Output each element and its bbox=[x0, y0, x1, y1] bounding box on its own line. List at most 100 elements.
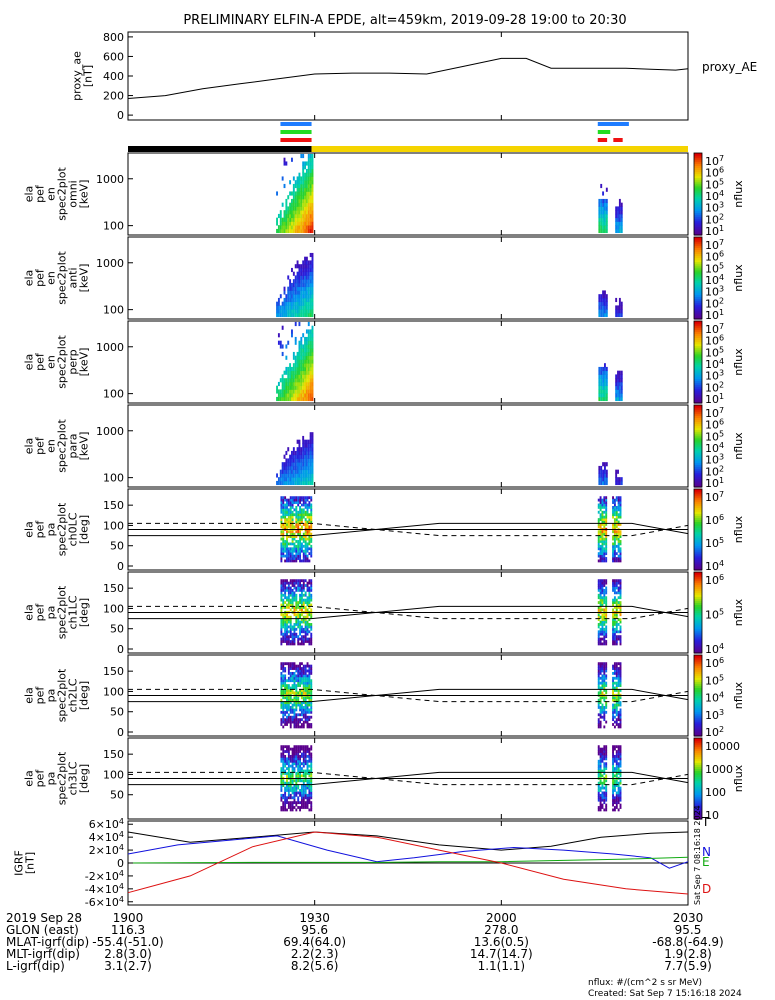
pitch-angle-pixel bbox=[306, 759, 309, 763]
pitch-angle-pixel bbox=[617, 798, 620, 802]
spectrogram-pixel bbox=[285, 297, 288, 303]
pitch-angle-pixel bbox=[612, 615, 614, 619]
pitch-angle-pixel bbox=[304, 525, 307, 529]
pitch-angle-pixel bbox=[619, 667, 622, 670]
spectrogram-pixel bbox=[298, 348, 301, 353]
pitch-angle-pixel bbox=[601, 523, 604, 526]
pitch-angle-pixel bbox=[601, 552, 604, 556]
pitch-angle-pixel bbox=[615, 508, 618, 512]
spectrogram-pixel bbox=[615, 206, 618, 211]
pitch-angle-pixel bbox=[287, 591, 290, 595]
pitch-angle-pixel bbox=[293, 747, 296, 751]
pitch-angle-pixel bbox=[605, 625, 608, 629]
pitch-angle-pixel bbox=[603, 752, 606, 756]
pitch-angle-pixel bbox=[306, 615, 309, 619]
spectrogram-pixel bbox=[285, 202, 288, 207]
pitch-angle-pixel bbox=[612, 691, 614, 695]
pitch-angle-pixel bbox=[617, 703, 620, 707]
colorbar-cell bbox=[694, 669, 702, 672]
igrf-component-line bbox=[127, 835, 689, 869]
spectrogram-y-axis-label-line: ela bbox=[23, 354, 36, 371]
spectrogram-pixel bbox=[300, 462, 303, 467]
colorbar-cell bbox=[694, 431, 702, 435]
pitch-angle-pixel bbox=[615, 498, 618, 502]
spectrogram-pixel bbox=[294, 469, 297, 474]
colorbar-cell bbox=[694, 206, 702, 209]
pitch-angle-pixel bbox=[300, 613, 303, 617]
pitch-angle-pixel bbox=[282, 710, 285, 714]
footer-row-value: 1900 bbox=[113, 911, 144, 925]
pitch-angle-pixel bbox=[280, 808, 283, 812]
pitch-angle-pixel bbox=[293, 750, 296, 753]
spectrogram-pixel bbox=[302, 348, 305, 353]
pitch-angle-pixel bbox=[599, 579, 602, 583]
pitch-angle-pixel bbox=[302, 601, 305, 604]
pitch-angle-pixel bbox=[306, 598, 309, 602]
pitch-angle-pixel bbox=[304, 667, 307, 670]
pitch-angle-pixel bbox=[293, 696, 296, 700]
colorbar-cell bbox=[694, 794, 702, 798]
pitch-angle-y-axis-label-line: ela bbox=[23, 687, 36, 704]
pitch-angle-pixel bbox=[613, 615, 616, 619]
pitch-angle-pixel bbox=[287, 581, 290, 585]
pitch-angle-y-axis-label-line: pef bbox=[34, 769, 47, 788]
pitch-angle-pixel bbox=[599, 623, 602, 626]
pitch-angle-pixel bbox=[310, 679, 313, 683]
colorbar-title-group: nflux bbox=[732, 264, 745, 292]
pitch-angle-pixel bbox=[617, 701, 620, 705]
spectrogram-pixel bbox=[283, 378, 286, 383]
pitch-angle-pixel bbox=[597, 635, 600, 639]
spectrogram-pixel bbox=[302, 264, 305, 269]
spectrogram-pixel bbox=[305, 336, 308, 342]
pitch-angle-pixel bbox=[601, 510, 604, 514]
spectrogram-pixel bbox=[298, 340, 301, 345]
spectrogram-pixel bbox=[304, 363, 306, 368]
footer-row-value: 1.1(1.1) bbox=[478, 959, 526, 973]
pitch-angle-pixel bbox=[597, 750, 600, 753]
pitch-angle-frame bbox=[127, 737, 689, 820]
pitch-angle-pixel bbox=[603, 769, 606, 773]
pitch-angle-pixel bbox=[297, 540, 300, 543]
pitch-angle-pixel bbox=[601, 613, 604, 617]
pitch-angle-pixel bbox=[295, 635, 298, 639]
pitch-angle-pixel bbox=[308, 588, 311, 592]
colorbar-cell bbox=[694, 357, 702, 361]
spectrogram-pixel bbox=[604, 228, 606, 234]
spectrogram-pixel bbox=[304, 221, 306, 226]
pitch-angle-pixel bbox=[605, 508, 608, 512]
pitch-angle-pixel bbox=[300, 706, 303, 709]
colorbar-cell bbox=[694, 153, 702, 156]
pitch-angle-pixel bbox=[599, 596, 602, 600]
spectrogram-pixel bbox=[281, 469, 284, 474]
colorbar-cell bbox=[694, 362, 702, 365]
pitch-angle-pixel bbox=[603, 601, 606, 604]
spectrogram-pixel bbox=[307, 374, 310, 379]
spectrogram-pixel bbox=[291, 206, 293, 211]
pitch-angle-pixel bbox=[291, 593, 294, 597]
pitch-angle-pixel bbox=[304, 547, 307, 551]
pitch-angle-pixel bbox=[612, 681, 614, 685]
pitch-angle-pixel bbox=[291, 764, 294, 768]
spectrogram-pixel bbox=[311, 454, 314, 459]
pitch-angle-pixel bbox=[300, 627, 303, 631]
spectrogram-pixel bbox=[620, 210, 623, 215]
spectrogram-pixel bbox=[304, 336, 306, 342]
pitch-angle-pixel bbox=[597, 767, 600, 770]
pitch-angle-pixel bbox=[605, 591, 608, 595]
spectrogram-pixel bbox=[300, 301, 303, 306]
pitch-angle-pixel bbox=[280, 542, 283, 546]
pitch-angle-pixel bbox=[295, 505, 298, 509]
spectrogram-pixel bbox=[604, 305, 606, 310]
pitch-angle-pixel bbox=[295, 708, 298, 712]
spectrogram-pixel bbox=[296, 221, 299, 226]
pitch-angle-pixel bbox=[310, 523, 313, 526]
spectrogram-pixel bbox=[311, 252, 314, 258]
spectrogram-pixel bbox=[291, 213, 293, 219]
spectrogram-pixel bbox=[296, 217, 299, 222]
pitch-angle-pixel bbox=[297, 542, 300, 546]
pitch-angle-pixel bbox=[300, 793, 303, 797]
pitch-angle-pixel bbox=[310, 642, 313, 646]
pitch-angle-pixel bbox=[291, 596, 294, 600]
pitch-angle-pixel bbox=[295, 791, 298, 795]
pitch-angle-pixel bbox=[601, 686, 604, 690]
